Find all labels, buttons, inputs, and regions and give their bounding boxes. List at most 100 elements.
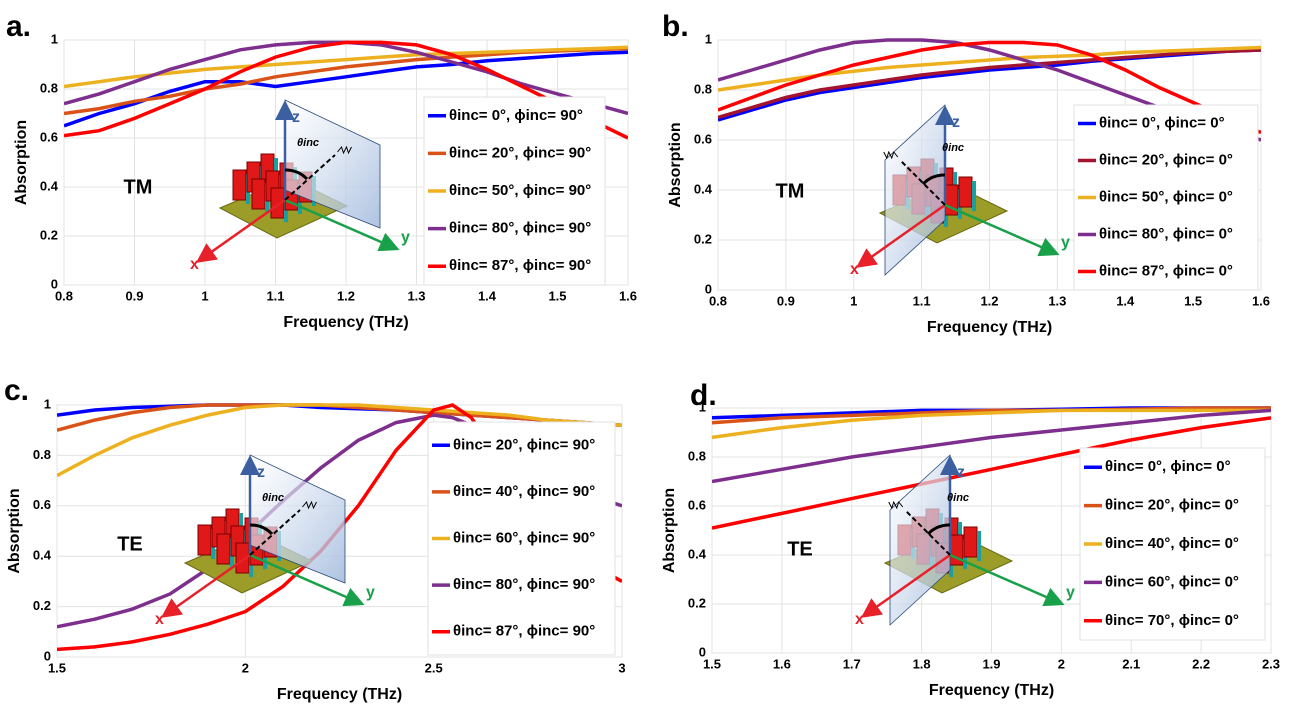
y-axis-arrow — [249, 553, 365, 607]
legend-label: θinc= 20°, ϕinc= 90° — [449, 144, 591, 161]
y-tick-label: 0.8 — [40, 80, 58, 95]
x-tick-label: 1.6 — [773, 656, 791, 671]
x-tick-label: 1.6 — [619, 288, 637, 303]
legend-label: θinc= 50°, ϕinc= 90° — [449, 182, 591, 199]
x-tick-label: 2 — [242, 660, 249, 675]
series-line — [64, 40, 628, 140]
legend-label: θinc= 60°, ϕinc= 0° — [1105, 573, 1239, 590]
angle-arc — [921, 173, 946, 186]
x-axis-arrow — [160, 553, 251, 618]
x-axis-label: Frequency (THz) — [283, 314, 408, 331]
x-tick-label: 2.5 — [425, 660, 443, 675]
y-axis-arrow — [944, 203, 1060, 257]
legend-label: θinc= 0°, ϕinc= 0° — [1099, 114, 1225, 131]
y-axis-label: Absorption — [13, 120, 30, 205]
x-tick-label: 1.1 — [266, 288, 284, 303]
y-tick-label: 0.8 — [33, 447, 51, 462]
wave — [883, 150, 899, 160]
y-label: y — [366, 584, 375, 601]
legend-label: θinc= 50°, ϕinc= 0° — [1099, 188, 1233, 205]
series-line — [718, 40, 1261, 135]
y-axis-label: Absorption — [6, 488, 23, 573]
y-tick-label: 0.2 — [40, 227, 58, 242]
angle-label: θinc — [297, 137, 319, 149]
x-tick-label: 1.5 — [548, 288, 566, 303]
x-tick-label: 2.1 — [1122, 656, 1140, 671]
legend-label: θinc= 20°, ϕinc= 0° — [1105, 497, 1239, 514]
legend-label: θinc= 40°, ϕinc= 90° — [453, 483, 595, 500]
z-label: z — [952, 114, 960, 131]
legend-label: θinc= 80°, ϕinc= 0° — [1099, 225, 1233, 242]
x-tick-label: 0.9 — [125, 288, 143, 303]
y-axis-arrow — [949, 553, 1065, 607]
x-tick-label: 1.2 — [980, 293, 998, 308]
y-label: y — [401, 229, 410, 246]
legend-label: θinc= 40°, ϕinc= 0° — [1105, 535, 1239, 552]
wave-vector — [249, 509, 301, 556]
x-tick-label: 1.6 — [1252, 293, 1270, 308]
x-axis-label: Frequency (THz) — [929, 682, 1054, 699]
mode-label: TM — [124, 176, 153, 198]
series-line — [64, 50, 628, 128]
legend-label: θinc= 87°, ϕinc= 90° — [453, 623, 595, 640]
wave-vector — [284, 154, 336, 201]
x-tick-label: 1.2 — [337, 288, 355, 303]
series-line — [57, 403, 622, 478]
panel-label: b. — [662, 10, 689, 43]
y-tick-label: 0 — [44, 648, 51, 663]
x-tick-label: 1.5 — [1184, 293, 1202, 308]
wave-vector — [904, 509, 951, 556]
y-tick-label: 1 — [705, 31, 712, 46]
x-axis-arrow — [195, 198, 286, 263]
y-axis-label: Absorption — [661, 488, 678, 573]
series-line — [712, 408, 1271, 484]
x-axis-label: Frequency (THz) — [277, 686, 402, 703]
x-tick-label: 1.3 — [1048, 293, 1066, 308]
legend-label: θinc= 20°, ϕinc= 0° — [1099, 151, 1233, 168]
y-tick-label: 0.8 — [688, 448, 706, 463]
y-tick-label: 0.6 — [694, 131, 712, 146]
y-tick-label: 0.6 — [40, 129, 58, 144]
angle-label: θinc — [947, 492, 969, 504]
legend-label: θinc= 0°, ϕinc= 0° — [1105, 458, 1231, 475]
y-tick-label: 0.4 — [688, 546, 707, 561]
series-line — [712, 408, 1271, 440]
y-axis-arrow — [284, 198, 400, 252]
angle-label: θinc — [262, 492, 284, 504]
x-label: x — [850, 261, 859, 278]
resonator — [197, 524, 212, 556]
resonator-side — [972, 181, 976, 211]
y-tick-label: 1 — [44, 396, 51, 411]
legend-label: θinc= 80°, ϕinc= 90° — [453, 576, 595, 593]
resonator — [216, 533, 231, 565]
series-line — [712, 406, 1271, 425]
wave — [888, 500, 904, 510]
x-tick-label: 1.4 — [1116, 293, 1135, 308]
y-axis-label: Absorption — [667, 122, 684, 207]
mode-label: TE — [787, 538, 813, 560]
y-tick-label: 1 — [51, 31, 58, 46]
x-label: x — [855, 611, 864, 628]
wave — [337, 145, 352, 155]
legend-label: θinc= 60°, ϕinc= 90° — [453, 529, 595, 546]
angle-arc — [926, 523, 951, 536]
legend-box — [423, 96, 606, 286]
legend-label: θinc= 0°, ϕinc= 90° — [449, 107, 583, 124]
angle-label: θinc — [942, 142, 964, 154]
x-tick-label: 2.2 — [1192, 656, 1210, 671]
resonator-side — [977, 531, 981, 561]
legend-label: θinc= 20°, ϕinc= 90° — [453, 436, 595, 453]
x-tick-label: 1.5 — [48, 660, 66, 675]
z-label: z — [257, 464, 265, 481]
x-tick-label: 0.8 — [709, 293, 727, 308]
series-line — [712, 416, 1271, 530]
y-tick-label: 0 — [699, 644, 706, 659]
resonator — [232, 169, 247, 201]
y-tick-label: 0 — [705, 281, 712, 296]
x-tick-label: 1.7 — [843, 656, 861, 671]
angle-arc — [249, 523, 274, 536]
x-axis-label: Frequency (THz) — [927, 319, 1052, 336]
legend-box — [1073, 104, 1259, 291]
legend-box — [1079, 447, 1266, 641]
x-label: x — [155, 611, 164, 628]
